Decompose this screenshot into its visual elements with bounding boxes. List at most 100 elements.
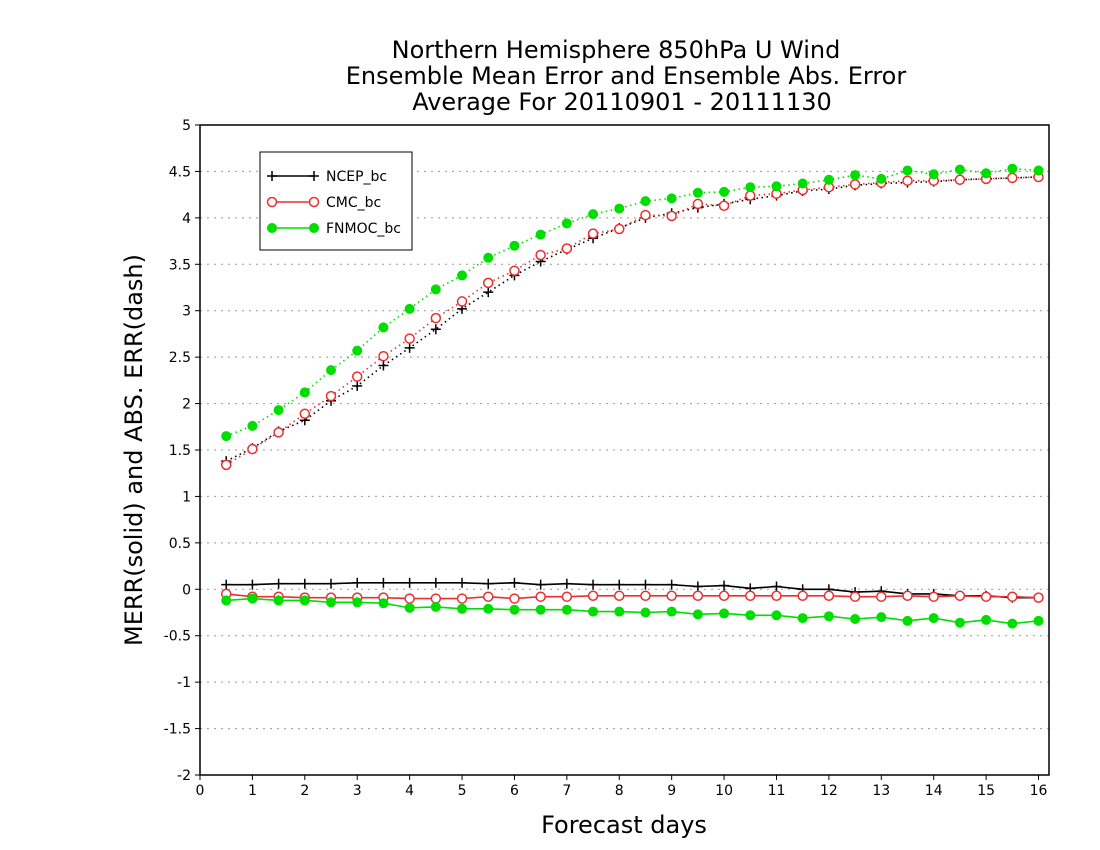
x-tick-label: 5 (458, 783, 467, 799)
y-tick-label: 1 (182, 489, 191, 505)
x-axis-label: Forecast days (541, 811, 707, 839)
merr-point (352, 597, 363, 608)
merr-point (692, 581, 703, 592)
merr-point (561, 604, 572, 615)
merr-point (509, 577, 520, 588)
abs-err-point (1007, 172, 1018, 184)
abs-err-point (456, 296, 468, 307)
abs-err-point (640, 209, 651, 221)
abs-err-point (220, 459, 232, 471)
series-FNMOC_bc (221, 163, 1044, 629)
legend-label: NCEP_bc (326, 169, 387, 185)
abs-err-point (849, 179, 861, 190)
y-tick-label: 0.5 (169, 536, 191, 552)
merr-point (587, 590, 599, 602)
merr-point (482, 591, 494, 602)
y-tick-label: -2 (177, 768, 191, 784)
merr-point (797, 590, 808, 602)
merr-point (719, 608, 730, 619)
merr-point (352, 577, 363, 588)
merr-point (430, 593, 442, 604)
legend-marker (308, 196, 320, 208)
merr-point (273, 595, 284, 606)
abs-err-point (588, 209, 599, 220)
merr-point (745, 610, 756, 621)
merr-point (1007, 618, 1018, 629)
x-tick-label: 13 (872, 783, 890, 799)
merr-point (561, 578, 572, 589)
merr-point (640, 579, 651, 590)
abs-err-point (561, 218, 572, 229)
abs-err-point (666, 210, 677, 222)
abs-err-point (850, 170, 861, 181)
merr-point (588, 579, 599, 590)
x-tick-label: 3 (353, 783, 362, 799)
abs-err-point (561, 243, 573, 254)
abs-err-point (483, 287, 494, 298)
merr-point (326, 578, 337, 589)
abs-err-point (954, 174, 966, 186)
abs-err-point (614, 203, 625, 214)
y-tick-label: 1.5 (169, 443, 191, 459)
merr-point (1007, 591, 1018, 602)
legend-label: CMC_bc (326, 195, 381, 211)
abs-err-point (404, 303, 415, 314)
abs-err-point (535, 249, 546, 261)
abs-err-point (692, 198, 704, 210)
merr-point (247, 579, 258, 590)
abs-err-point (614, 223, 625, 235)
plot-frame (199, 124, 1050, 776)
merr-point (614, 606, 625, 617)
abs-err-point (352, 380, 363, 391)
merr-point (850, 614, 861, 624)
merr-point (221, 595, 232, 606)
merr-point (483, 603, 494, 614)
abs-err-point (954, 164, 965, 175)
merr-point (535, 604, 546, 615)
abs-err-point (587, 228, 599, 239)
merr-point (823, 611, 834, 622)
abs-err-point (666, 193, 677, 204)
merr-point (718, 590, 730, 602)
legend-marker (309, 171, 319, 181)
abs-err-point (535, 229, 546, 240)
x-tick-label: 0 (196, 783, 205, 799)
merr-point (928, 613, 939, 624)
x-tick-label: 14 (925, 783, 943, 799)
axes: -2-1.5-1-0.500.511.522.533.544.550 1 2 3 4 5 6… (164, 118, 1050, 799)
merr-point (797, 613, 808, 624)
merr-point (535, 579, 546, 590)
merr-point (273, 578, 284, 589)
legend-label: FNMOC_bc (326, 221, 401, 237)
abs-err-point (457, 270, 468, 281)
merr-point (614, 590, 625, 602)
y-tick-label: -1 (177, 675, 191, 691)
abs-err-point (797, 178, 808, 189)
x-tick-label: 8 (615, 783, 624, 799)
abs-err-point (823, 174, 834, 185)
merr-point (561, 591, 573, 602)
y-tick-label: 2 (182, 397, 191, 413)
merr-point (614, 579, 625, 590)
merr-point (928, 591, 939, 602)
merr-point (299, 595, 310, 606)
merr-point (430, 577, 441, 588)
abs-err-point (247, 420, 258, 431)
legend-item-NCEP_bc: NCEP_bc (267, 169, 387, 185)
abs-err-point (299, 387, 310, 398)
merr-line (226, 597, 1039, 625)
merr-point (640, 590, 651, 602)
merr-point (378, 577, 389, 588)
abs-err-point (771, 181, 782, 192)
legend-marker (267, 171, 277, 181)
abs-err-point (430, 312, 442, 324)
x-tick-label: 2 (300, 783, 309, 799)
merr-point (483, 578, 494, 589)
merr-point (745, 590, 756, 602)
y-tick-label: 3 (182, 304, 191, 320)
merr-point (326, 597, 337, 608)
merr-point (980, 591, 992, 602)
abs-err-point (719, 186, 730, 197)
abs-err-point (352, 345, 363, 356)
abs-err-point (404, 333, 415, 344)
